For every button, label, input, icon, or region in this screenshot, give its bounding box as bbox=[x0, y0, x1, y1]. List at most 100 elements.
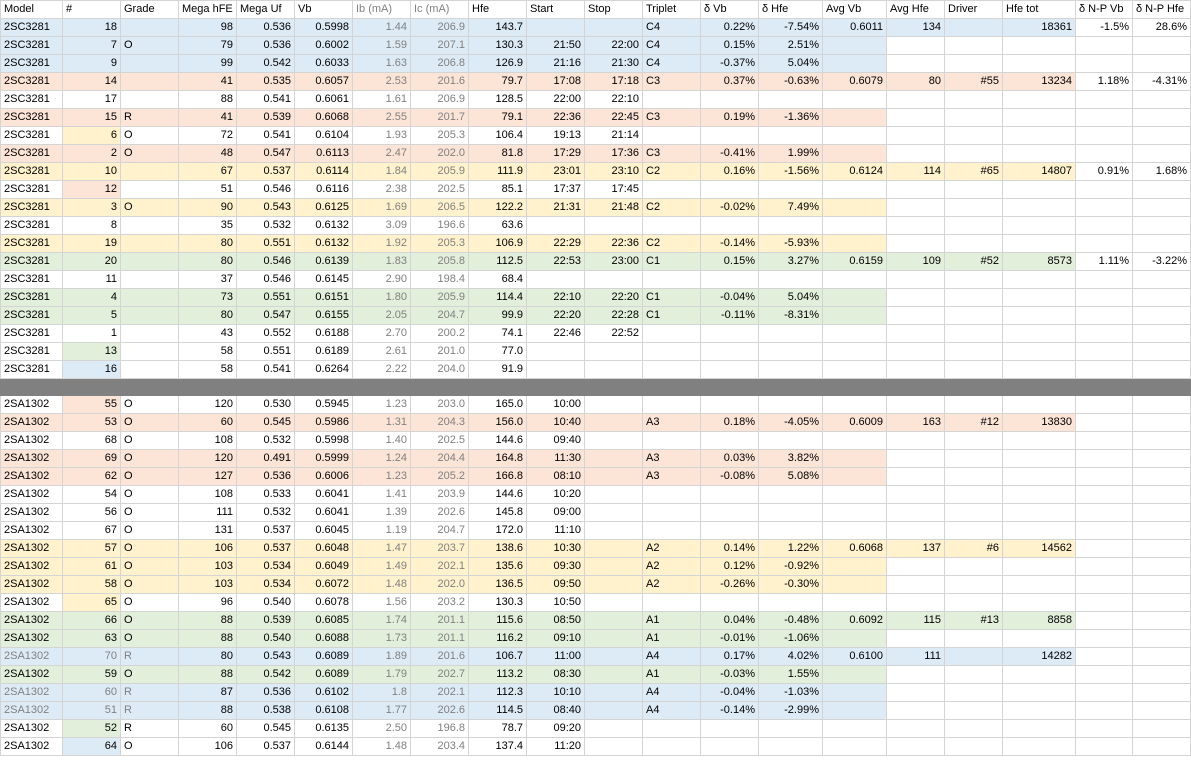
cell-index[interactable]: 4 bbox=[62, 288, 121, 307]
cell-stop[interactable] bbox=[584, 18, 643, 37]
cell-avg-hfe[interactable] bbox=[886, 719, 945, 738]
cell-hfe-tot[interactable] bbox=[1002, 306, 1076, 325]
cell-driver[interactable] bbox=[944, 737, 1003, 756]
cell-index[interactable]: 1 bbox=[62, 324, 121, 343]
cell-stop[interactable] bbox=[584, 485, 643, 504]
cell-hfe[interactable]: 106.7 bbox=[468, 647, 527, 666]
cell-mega-uf[interactable]: 0.540 bbox=[236, 593, 295, 612]
cell-triplet[interactable]: C2 bbox=[642, 234, 701, 253]
cell-mega-uf[interactable]: 0.551 bbox=[236, 288, 295, 307]
cell-ic[interactable]: 202.6 bbox=[410, 701, 469, 720]
cell-delta-np-vb[interactable] bbox=[1075, 90, 1133, 109]
cell-delta-np-hfe[interactable] bbox=[1132, 431, 1191, 450]
cell-delta-np-vb[interactable] bbox=[1075, 270, 1133, 289]
cell-mega-hfe[interactable]: 80 bbox=[178, 306, 237, 325]
cell-start[interactable] bbox=[526, 270, 585, 289]
cell-delta-hfe[interactable] bbox=[758, 126, 823, 145]
cell-avg-hfe[interactable]: 80 bbox=[886, 72, 945, 91]
cell-ic[interactable]: 203.7 bbox=[410, 539, 469, 558]
cell-start[interactable]: 17:29 bbox=[526, 144, 585, 163]
cell-delta-np-vb[interactable] bbox=[1075, 611, 1133, 630]
cell-delta-hfe[interactable]: -1.03% bbox=[758, 683, 823, 702]
cell-avg-vb[interactable]: 0.6068 bbox=[822, 539, 887, 558]
cell-avg-vb[interactable]: 0.6124 bbox=[822, 162, 887, 181]
cell-avg-vb[interactable]: 0.6009 bbox=[822, 413, 887, 432]
cell-model[interactable]: 2SC3281 bbox=[0, 162, 63, 181]
cell-start[interactable]: 11:10 bbox=[526, 521, 585, 540]
cell-delta-vb[interactable] bbox=[700, 90, 759, 109]
cell-model[interactable]: 2SA1302 bbox=[0, 413, 63, 432]
cell-ic[interactable]: 206.5 bbox=[410, 198, 469, 217]
cell-hfe[interactable]: 81.8 bbox=[468, 144, 527, 163]
cell-delta-np-hfe[interactable] bbox=[1132, 485, 1191, 504]
cell-vb[interactable]: 0.6188 bbox=[294, 324, 353, 343]
cell-vb[interactable]: 0.5945 bbox=[294, 395, 353, 414]
cell-index[interactable]: 3 bbox=[62, 198, 121, 217]
cell-index[interactable]: 58 bbox=[62, 575, 121, 594]
cell-avg-hfe[interactable] bbox=[886, 683, 945, 702]
cell-grade[interactable]: R bbox=[120, 719, 179, 738]
cell-driver[interactable]: #55 bbox=[944, 72, 1003, 91]
cell-triplet[interactable]: A1 bbox=[642, 665, 701, 684]
cell-grade[interactable] bbox=[120, 72, 179, 91]
header-delta-np-hfe[interactable]: δ N-P Hfe bbox=[1132, 0, 1191, 19]
cell-model[interactable]: 2SA1302 bbox=[0, 593, 63, 612]
cell-driver[interactable] bbox=[944, 288, 1003, 307]
cell-mega-uf[interactable]: 0.545 bbox=[236, 413, 295, 432]
cell-avg-vb[interactable] bbox=[822, 144, 887, 163]
cell-delta-vb[interactable]: 0.15% bbox=[700, 252, 759, 271]
cell-delta-vb[interactable] bbox=[700, 503, 759, 522]
cell-index[interactable]: 19 bbox=[62, 234, 121, 253]
cell-hfe[interactable]: 116.2 bbox=[468, 629, 527, 648]
cell-start[interactable]: 17:08 bbox=[526, 72, 585, 91]
cell-delta-vb[interactable]: -0.04% bbox=[700, 683, 759, 702]
cell-triplet[interactable]: C2 bbox=[642, 198, 701, 217]
cell-avg-hfe[interactable] bbox=[886, 324, 945, 343]
cell-hfe-tot[interactable] bbox=[1002, 36, 1076, 55]
cell-ib[interactable]: 1.61 bbox=[352, 90, 411, 109]
cell-mega-uf[interactable]: 0.536 bbox=[236, 683, 295, 702]
cell-vb[interactable]: 0.6068 bbox=[294, 108, 353, 127]
cell-hfe-tot[interactable] bbox=[1002, 575, 1076, 594]
cell-triplet[interactable] bbox=[642, 324, 701, 343]
cell-avg-hfe[interactable] bbox=[886, 467, 945, 486]
cell-delta-hfe[interactable]: -2.99% bbox=[758, 701, 823, 720]
cell-hfe-tot[interactable] bbox=[1002, 629, 1076, 648]
cell-stop[interactable] bbox=[584, 701, 643, 720]
cell-grade[interactable]: O bbox=[120, 611, 179, 630]
cell-stop[interactable] bbox=[584, 611, 643, 630]
cell-delta-vb[interactable] bbox=[700, 395, 759, 414]
cell-stop[interactable] bbox=[584, 629, 643, 648]
cell-mega-uf[interactable]: 0.547 bbox=[236, 306, 295, 325]
cell-delta-vb[interactable] bbox=[700, 126, 759, 145]
cell-model[interactable]: 2SC3281 bbox=[0, 180, 63, 199]
cell-avg-hfe[interactable]: 111 bbox=[886, 647, 945, 666]
cell-hfe-tot[interactable] bbox=[1002, 54, 1076, 73]
cell-hfe[interactable]: 106.9 bbox=[468, 234, 527, 253]
cell-mega-hfe[interactable]: 120 bbox=[178, 449, 237, 468]
cell-delta-hfe[interactable]: 2.51% bbox=[758, 36, 823, 55]
cell-triplet[interactable]: A1 bbox=[642, 629, 701, 648]
cell-mega-hfe[interactable]: 108 bbox=[178, 431, 237, 450]
cell-delta-vb[interactable]: 0.14% bbox=[700, 539, 759, 558]
cell-avg-vb[interactable] bbox=[822, 503, 887, 522]
cell-triplet[interactable]: A4 bbox=[642, 683, 701, 702]
cell-grade[interactable] bbox=[120, 18, 179, 37]
cell-mega-hfe[interactable]: 67 bbox=[178, 162, 237, 181]
cell-start[interactable]: 22:36 bbox=[526, 108, 585, 127]
cell-grade[interactable]: R bbox=[120, 683, 179, 702]
cell-delta-np-hfe[interactable]: -3.22% bbox=[1132, 252, 1191, 271]
cell-avg-vb[interactable] bbox=[822, 719, 887, 738]
cell-delta-hfe[interactable] bbox=[758, 719, 823, 738]
cell-mega-uf[interactable]: 0.537 bbox=[236, 521, 295, 540]
cell-stop[interactable] bbox=[584, 665, 643, 684]
cell-mega-uf[interactable]: 0.536 bbox=[236, 18, 295, 37]
cell-delta-np-vb[interactable] bbox=[1075, 629, 1133, 648]
cell-vb[interactable]: 0.6104 bbox=[294, 126, 353, 145]
cell-delta-hfe[interactable] bbox=[758, 593, 823, 612]
cell-mega-hfe[interactable]: 80 bbox=[178, 647, 237, 666]
cell-triplet[interactable] bbox=[642, 90, 701, 109]
cell-grade[interactable]: O bbox=[120, 198, 179, 217]
cell-stop[interactable]: 22:45 bbox=[584, 108, 643, 127]
cell-delta-vb[interactable]: 0.22% bbox=[700, 18, 759, 37]
